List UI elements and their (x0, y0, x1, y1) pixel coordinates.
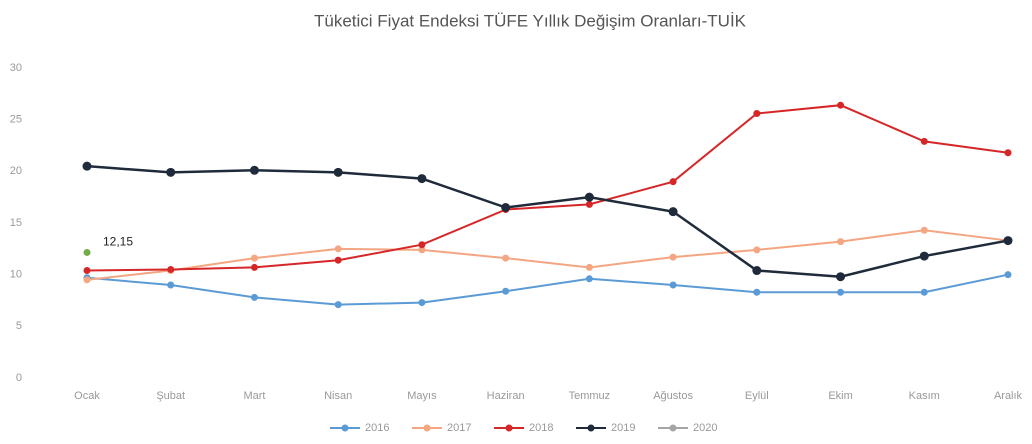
data-point (83, 248, 91, 256)
data-point (669, 281, 677, 289)
data-point (837, 101, 845, 109)
y-tick-label: 0 (16, 372, 22, 384)
legend-marker (341, 424, 349, 432)
y-tick-label: 30 (10, 62, 22, 74)
data-point (1004, 149, 1012, 157)
data-point (333, 167, 343, 177)
data-point (334, 256, 342, 264)
legend-marker (505, 424, 513, 432)
data-point (584, 192, 594, 202)
x-tick-label: Ocak (74, 390, 100, 402)
data-point (249, 165, 259, 175)
data-point (669, 253, 677, 261)
x-tick-label: Mart (243, 390, 265, 402)
legend-marker (669, 424, 677, 432)
data-point (250, 263, 258, 271)
data-point (752, 266, 762, 276)
data-point (167, 281, 175, 289)
data-point (668, 207, 678, 217)
data-point (837, 288, 845, 296)
data-point (920, 288, 928, 296)
data-point (167, 266, 175, 273)
legend-marker (587, 424, 595, 432)
data-point (418, 241, 426, 249)
data-point (919, 251, 929, 261)
x-tick-label: Nisan (324, 390, 352, 402)
data-point (334, 245, 342, 253)
y-tick-label: 20 (10, 165, 22, 177)
data-point (1003, 236, 1013, 246)
x-tick-label: Ekim (828, 390, 852, 402)
data-point (250, 254, 258, 262)
data-point (585, 263, 593, 271)
y-tick-label: 5 (16, 320, 22, 332)
data-point (837, 238, 845, 246)
legend-label: 2019 (611, 422, 635, 434)
data-label: 12,15 (103, 235, 133, 249)
data-point (502, 254, 510, 262)
data-point (166, 167, 176, 177)
x-tick-label: Temmuz (569, 390, 611, 402)
series-line (86, 273, 1009, 306)
x-tick-label: Ağustos (653, 390, 693, 402)
data-point (501, 203, 511, 212)
legend-label: 2016 (365, 422, 389, 434)
data-point (417, 174, 427, 184)
chart-title: Tüketici Fiyat Endeksi TÜFE Yıllık Değiş… (314, 11, 747, 30)
x-tick-label: Mayıs (407, 390, 437, 402)
series-line (86, 164, 1009, 278)
y-tick-label: 10 (10, 269, 22, 281)
data-point (753, 246, 761, 254)
legend-marker (423, 424, 431, 432)
series-line (86, 104, 1009, 272)
data-point (82, 161, 92, 171)
y-tick-label: 15 (10, 217, 22, 229)
data-point (83, 276, 91, 284)
data-point (418, 246, 426, 254)
data-point (753, 288, 761, 296)
data-point (753, 109, 761, 117)
data-point (669, 178, 677, 186)
legend-label: 2020 (693, 422, 717, 434)
data-point (585, 275, 593, 283)
data-point (83, 267, 91, 275)
data-point (418, 299, 426, 307)
data-point (920, 137, 928, 145)
data-point (334, 301, 342, 309)
x-tick-label: Eylül (745, 390, 769, 402)
series-line (86, 229, 1009, 281)
data-point (1004, 271, 1012, 279)
data-point (920, 226, 928, 234)
data-point (250, 293, 258, 301)
x-tick-label: Aralık (994, 390, 1023, 402)
legend-label: 2017 (447, 422, 471, 434)
x-tick-label: Şubat (156, 390, 185, 402)
data-point (585, 200, 593, 208)
data-point (502, 287, 510, 295)
x-tick-label: Haziran (487, 390, 525, 402)
x-tick-label: Kasım (909, 390, 940, 402)
legend-label: 2018 (529, 422, 553, 434)
data-point (836, 272, 846, 282)
y-tick-label: 25 (10, 114, 22, 126)
